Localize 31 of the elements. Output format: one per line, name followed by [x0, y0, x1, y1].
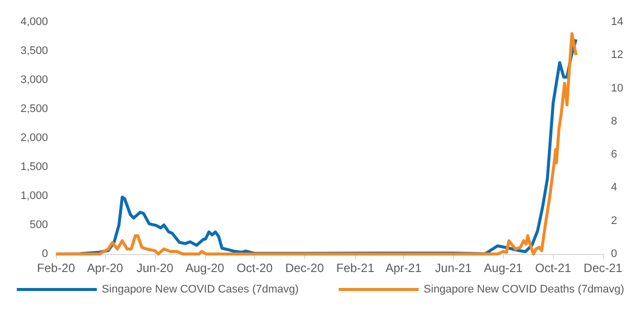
- y-tick-label: 2,000: [20, 132, 48, 144]
- x-tick-label: Apr-20: [87, 261, 124, 275]
- text: Singapore New COVID Cases (7dmavg): [102, 284, 299, 296]
- y-tick-label: 0: [42, 248, 48, 260]
- y-tick-label: 1,500: [20, 161, 48, 173]
- y-tick-label: 4,000: [20, 16, 48, 28]
- y2-tick-label: 10: [611, 82, 624, 94]
- y2-tick-label: 4: [611, 182, 618, 194]
- y2-tick-label: 8: [611, 115, 618, 128]
- text: Singapore New COVID Deaths (7dmavg): [424, 284, 624, 296]
- x-tick-label: Feb-21: [336, 261, 375, 275]
- y2-tick-label: 12: [611, 49, 624, 62]
- y2-tick-label: 14: [611, 16, 624, 28]
- y-tick-label: 3,000: [20, 74, 48, 86]
- x-tick-label: Feb-20: [36, 261, 76, 275]
- x-tick-label: Dec-20: [285, 261, 324, 275]
- y-tick-label: 500: [30, 219, 48, 231]
- y2-tick-label: 2: [611, 214, 618, 227]
- x-tick-label: Apr-21: [385, 261, 422, 275]
- x-tick-label: Jun-21: [435, 261, 472, 275]
- y-tick-label: 2,500: [20, 103, 48, 115]
- y-tick-label: 3,500: [20, 45, 48, 57]
- x-tick-label: Aug-20: [185, 261, 224, 275]
- y2-tick-label: 0: [611, 248, 618, 260]
- y2-tick-label: 6: [611, 148, 618, 161]
- x-tick-label: Oct-21: [535, 261, 572, 275]
- x-tick-label: Dec-21: [584, 261, 623, 275]
- x-tick-label: Oct-20: [236, 261, 274, 275]
- y-tick-label: 1,000: [20, 190, 48, 202]
- x-tick-label: Jun-20: [136, 261, 174, 275]
- x-tick-label: Aug-21: [484, 261, 523, 275]
